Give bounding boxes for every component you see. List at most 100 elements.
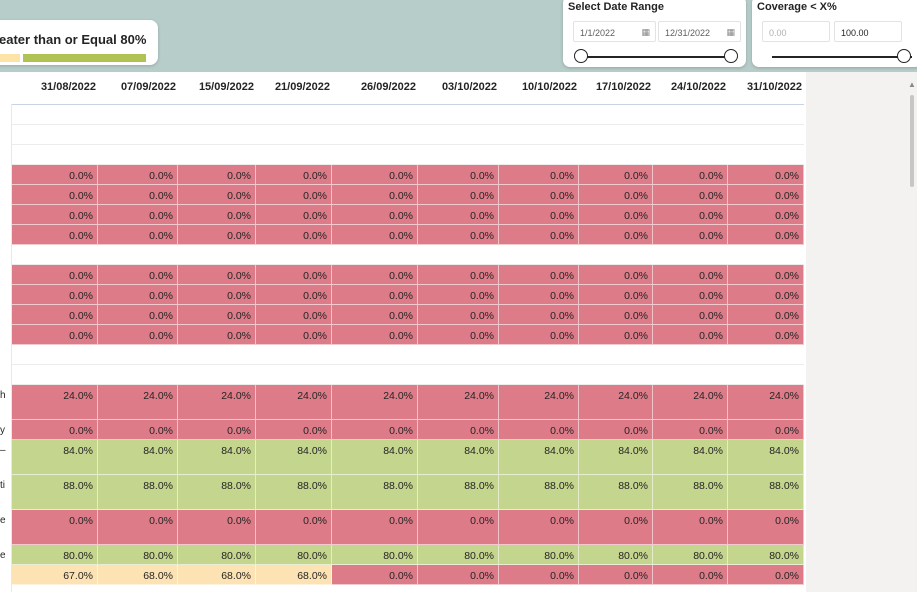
- table-cell[interactable]: 0.0%: [332, 185, 418, 205]
- table-cell[interactable]: 0.0%: [579, 510, 653, 545]
- table-cell[interactable]: 68.0%: [178, 565, 256, 585]
- table-cell[interactable]: 0.0%: [728, 285, 804, 305]
- table-cell[interactable]: 0.0%: [418, 565, 499, 585]
- column-header[interactable]: 15/09/2022: [198, 81, 254, 93]
- table-cell[interactable]: 0.0%: [418, 510, 499, 545]
- table-cell[interactable]: 0.0%: [98, 420, 178, 440]
- table-cell[interactable]: 0.0%: [332, 225, 418, 245]
- table-cell[interactable]: 80.0%: [332, 545, 418, 565]
- column-header[interactable]: 10/10/2022: [521, 81, 577, 93]
- table-cell[interactable]: 0.0%: [98, 265, 178, 285]
- vertical-scrollbar[interactable]: [910, 95, 914, 187]
- table-cell[interactable]: 80.0%: [256, 545, 332, 565]
- table-cell[interactable]: 0.0%: [256, 420, 332, 440]
- table-cell[interactable]: 0.0%: [256, 185, 332, 205]
- column-header[interactable]: 03/10/2022: [441, 81, 497, 93]
- table-cell[interactable]: 80.0%: [98, 545, 178, 565]
- table-cell[interactable]: 0.0%: [499, 420, 579, 440]
- table-cell[interactable]: 0.0%: [499, 265, 579, 285]
- table-cell[interactable]: 24.0%: [256, 385, 332, 420]
- table-cell[interactable]: 84.0%: [12, 440, 98, 475]
- table-cell[interactable]: 24.0%: [728, 385, 804, 420]
- table-cell[interactable]: 84.0%: [332, 440, 418, 475]
- column-header[interactable]: 31/08/2022: [40, 81, 96, 93]
- coverage-max-input[interactable]: 100.00: [834, 21, 902, 42]
- table-cell[interactable]: 0.0%: [728, 225, 804, 245]
- table-cell[interactable]: 0.0%: [332, 565, 418, 585]
- table-cell[interactable]: 0.0%: [332, 285, 418, 305]
- table-cell[interactable]: 0.0%: [256, 510, 332, 545]
- table-cell[interactable]: 24.0%: [98, 385, 178, 420]
- table-cell[interactable]: 0.0%: [12, 285, 98, 305]
- table-cell[interactable]: 0.0%: [728, 565, 804, 585]
- table-cell[interactable]: 0.0%: [653, 165, 728, 185]
- table-cell[interactable]: 0.0%: [579, 205, 653, 225]
- table-cell[interactable]: 88.0%: [178, 475, 256, 510]
- table-cell[interactable]: 0.0%: [579, 285, 653, 305]
- table-cell[interactable]: 0.0%: [98, 285, 178, 305]
- table-cell[interactable]: 0.0%: [12, 165, 98, 185]
- table-cell[interactable]: 88.0%: [256, 475, 332, 510]
- table-cell[interactable]: 0.0%: [653, 205, 728, 225]
- table-cell[interactable]: 0.0%: [653, 305, 728, 325]
- table-cell[interactable]: 88.0%: [12, 475, 98, 510]
- table-cell[interactable]: 80.0%: [653, 545, 728, 565]
- table-cell[interactable]: 0.0%: [256, 325, 332, 345]
- calendar-icon[interactable]: ▦: [726, 27, 735, 37]
- table-cell[interactable]: 0.0%: [728, 185, 804, 205]
- table-cell[interactable]: 0.0%: [332, 325, 418, 345]
- table-cell[interactable]: 0.0%: [256, 305, 332, 325]
- table-cell[interactable]: 24.0%: [653, 385, 728, 420]
- table-cell[interactable]: 0.0%: [256, 205, 332, 225]
- table-cell[interactable]: 0.0%: [178, 225, 256, 245]
- coverage-slider-handle[interactable]: [897, 49, 911, 63]
- table-cell[interactable]: 24.0%: [499, 385, 579, 420]
- table-cell[interactable]: 88.0%: [579, 475, 653, 510]
- table-cell[interactable]: 84.0%: [256, 440, 332, 475]
- table-cell[interactable]: 24.0%: [332, 385, 418, 420]
- table-cell[interactable]: 0.0%: [12, 510, 98, 545]
- table-cell[interactable]: 0.0%: [579, 265, 653, 285]
- column-header[interactable]: 07/09/2022: [120, 81, 176, 93]
- table-cell[interactable]: 88.0%: [499, 475, 579, 510]
- table-cell[interactable]: 84.0%: [178, 440, 256, 475]
- table-cell[interactable]: 80.0%: [12, 545, 98, 565]
- table-cell[interactable]: 0.0%: [98, 325, 178, 345]
- start-date-input[interactable]: 1/1/2022 ▦: [573, 21, 656, 42]
- date-slider-end-handle[interactable]: [724, 49, 738, 63]
- table-cell[interactable]: 80.0%: [579, 545, 653, 565]
- table-cell[interactable]: 0.0%: [728, 205, 804, 225]
- table-cell[interactable]: 0.0%: [653, 225, 728, 245]
- table-cell[interactable]: 0.0%: [178, 165, 256, 185]
- table-cell[interactable]: 0.0%: [332, 265, 418, 285]
- table-cell[interactable]: 0.0%: [332, 510, 418, 545]
- table-cell[interactable]: 0.0%: [728, 510, 804, 545]
- table-cell[interactable]: 0.0%: [178, 305, 256, 325]
- date-slider-track[interactable]: [581, 56, 731, 58]
- table-cell[interactable]: 0.0%: [332, 205, 418, 225]
- table-cell[interactable]: 88.0%: [418, 475, 499, 510]
- table-cell[interactable]: 0.0%: [579, 420, 653, 440]
- table-cell[interactable]: 0.0%: [98, 165, 178, 185]
- table-cell[interactable]: 24.0%: [418, 385, 499, 420]
- column-header[interactable]: 17/10/2022: [595, 81, 651, 93]
- table-cell[interactable]: 0.0%: [178, 510, 256, 545]
- table-cell[interactable]: 0.0%: [418, 325, 499, 345]
- table-cell[interactable]: 0.0%: [728, 165, 804, 185]
- table-cell[interactable]: 0.0%: [418, 185, 499, 205]
- table-cell[interactable]: 84.0%: [98, 440, 178, 475]
- table-cell[interactable]: 84.0%: [418, 440, 499, 475]
- table-cell[interactable]: 0.0%: [418, 225, 499, 245]
- table-cell[interactable]: 0.0%: [499, 305, 579, 325]
- table-cell[interactable]: 0.0%: [653, 325, 728, 345]
- table-cell[interactable]: 0.0%: [98, 205, 178, 225]
- table-cell[interactable]: 0.0%: [418, 285, 499, 305]
- table-cell[interactable]: 0.0%: [499, 225, 579, 245]
- table-cell[interactable]: 68.0%: [98, 565, 178, 585]
- table-cell[interactable]: 0.0%: [256, 285, 332, 305]
- table-cell[interactable]: 0.0%: [499, 285, 579, 305]
- table-cell[interactable]: 0.0%: [256, 165, 332, 185]
- table-cell[interactable]: 0.0%: [499, 185, 579, 205]
- table-cell[interactable]: 80.0%: [728, 545, 804, 565]
- table-cell[interactable]: 88.0%: [728, 475, 804, 510]
